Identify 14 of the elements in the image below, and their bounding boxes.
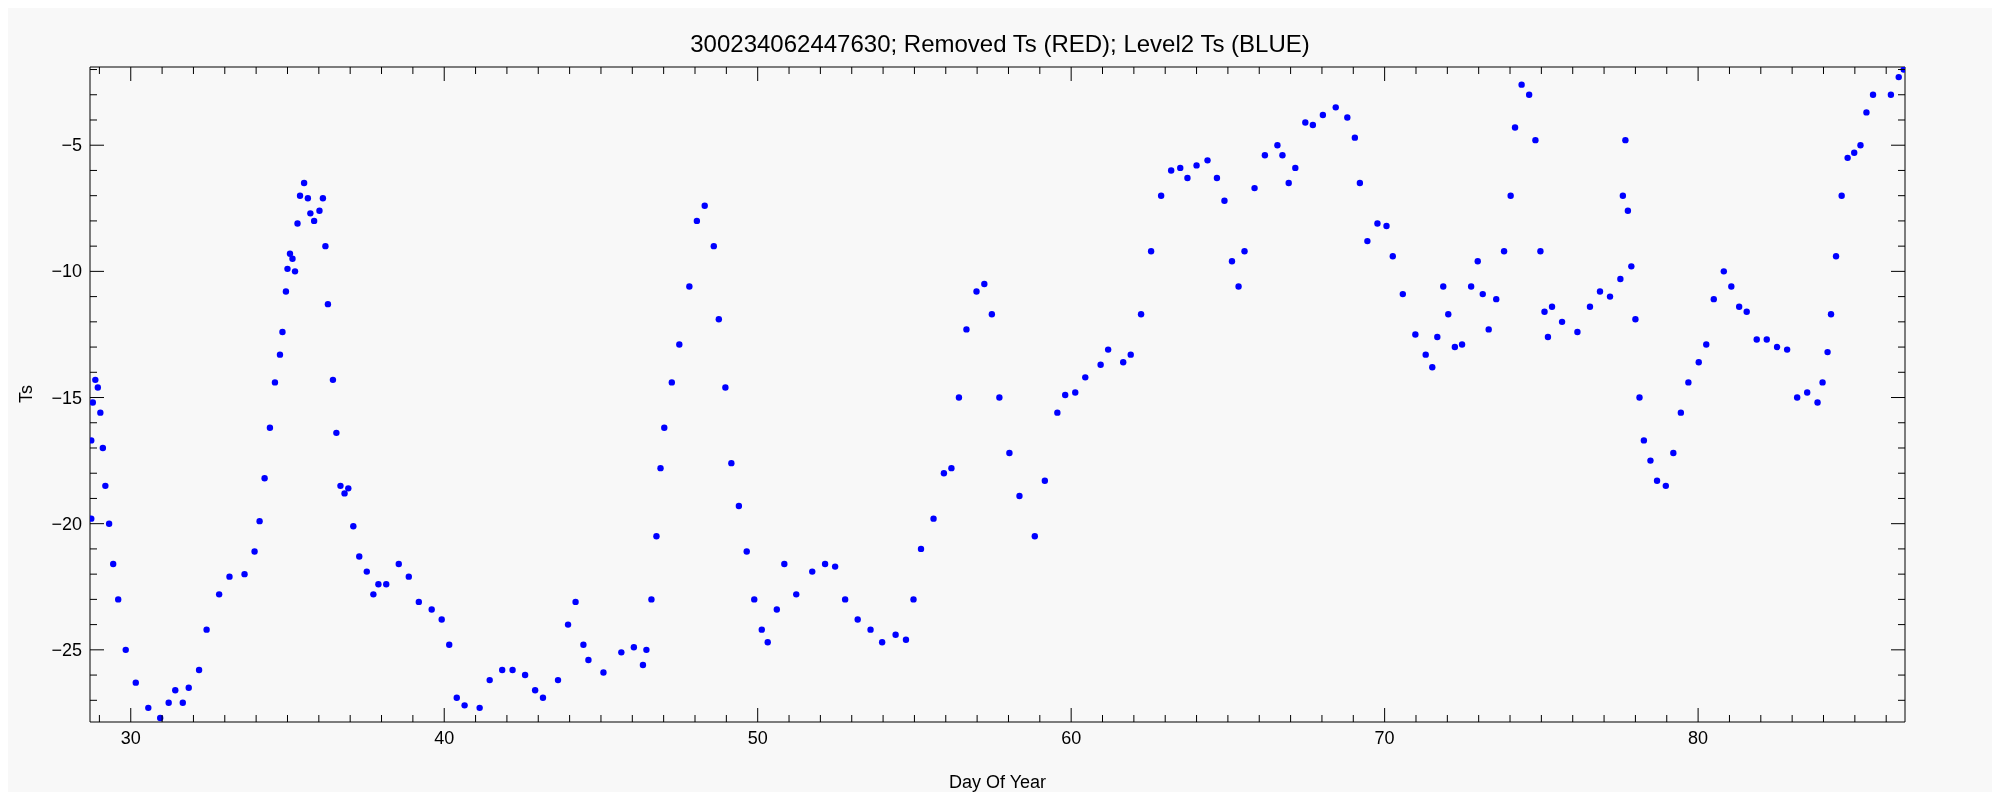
x-tick-label: 60	[1061, 728, 1082, 748]
x-tick-label: 80	[1688, 728, 1709, 748]
y-tick-label: −20	[51, 513, 82, 534]
y-tick-label: −15	[51, 387, 82, 408]
y-tick-label: −10	[51, 261, 82, 282]
y-tick-label: −25	[51, 639, 82, 660]
x-tick-label: 70	[1374, 728, 1395, 748]
x-tick-label: 50	[747, 728, 768, 748]
chart-title: 300234062447630; Removed Ts (RED); Level2 Ts (BLUE)	[689, 30, 1311, 58]
x-axis-title: Day Of Year	[948, 772, 1047, 792]
x-tick-label: 30	[120, 728, 141, 748]
y-tick-label: −5	[61, 135, 82, 156]
y-axis-title: Ts	[16, 385, 36, 403]
x-tick-label: 40	[434, 728, 455, 748]
